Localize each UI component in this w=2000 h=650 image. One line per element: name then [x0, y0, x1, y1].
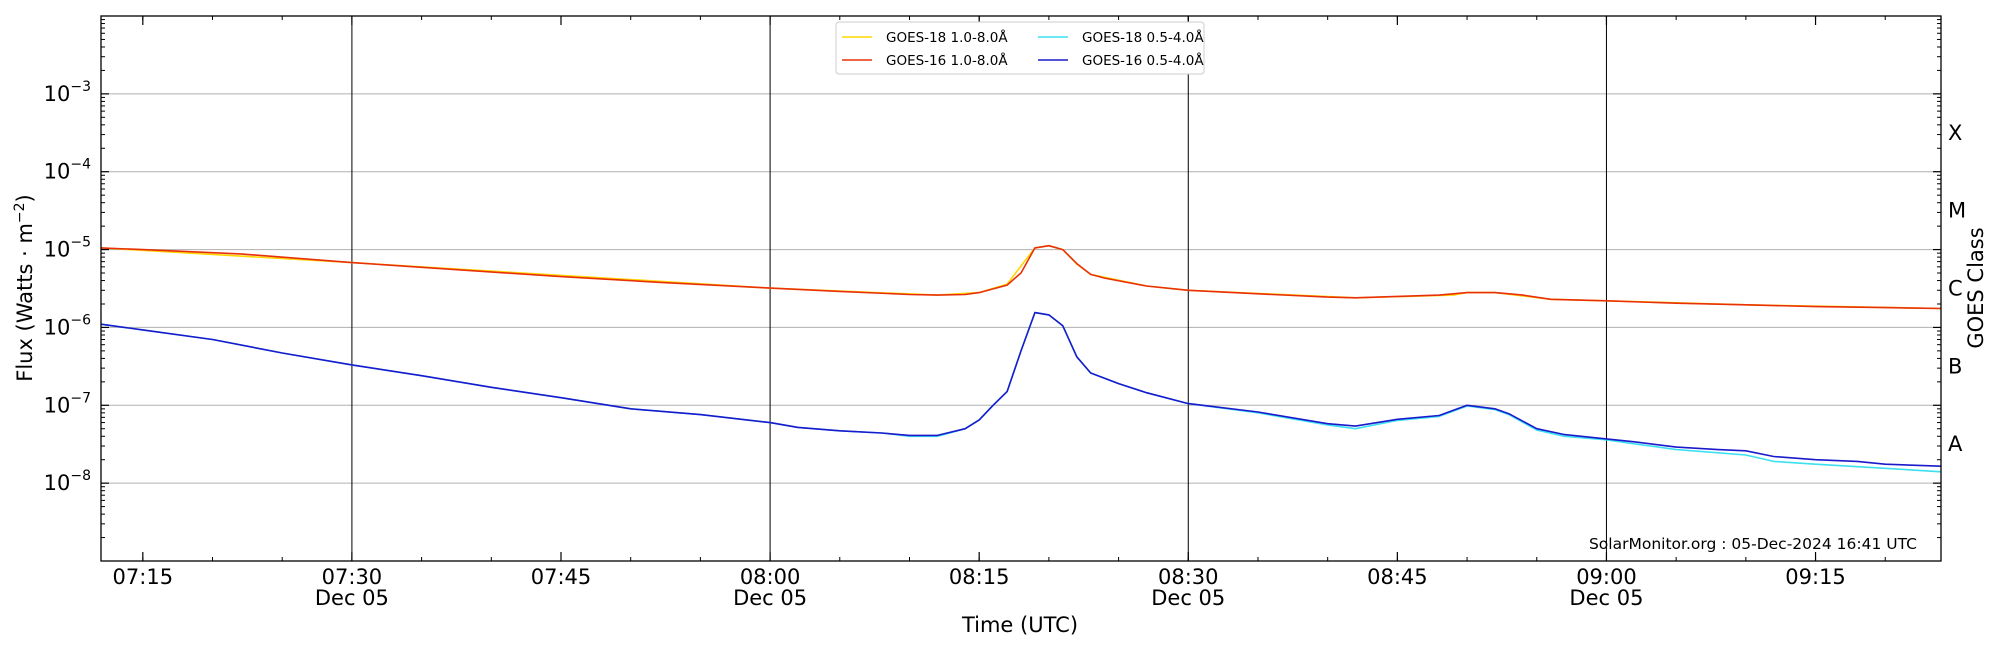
x-tick-date-label: Dec 05 [1569, 586, 1643, 610]
y-tick-power: −5 [70, 235, 91, 251]
legend-label: GOES-18 1.0-8.0Å [886, 29, 1008, 46]
y-tick-label: 10−3 [44, 79, 91, 106]
x-tick-label: 09:15 [1785, 565, 1846, 589]
y-tick-base: 10 [44, 160, 71, 184]
y-tick-label: 10−4 [44, 157, 91, 184]
legend-label: GOES-16 1.0-8.0Å [886, 52, 1008, 69]
y-tick-base: 10 [44, 315, 71, 339]
y-axis-title: Flux (Watts · m−2) [12, 194, 37, 382]
legend-box [835, 21, 1205, 75]
y-tick-label: 10−5 [44, 235, 91, 262]
x-tick-date-label: Dec 05 [733, 586, 807, 610]
x-tick-label: 09:00 [1576, 565, 1637, 589]
goes-class-label: A [1948, 432, 1963, 456]
y-tick-base: 10 [44, 471, 71, 495]
y-axis-title-close: ) [13, 194, 37, 202]
grid-lines [101, 16, 1941, 561]
y-axis-title-main: Flux (Watts · m [13, 223, 37, 382]
y-tick-power: −7 [70, 390, 91, 406]
right-axis-title: GOES Class [1964, 227, 1988, 348]
y-tick-power: −4 [70, 157, 91, 173]
x-tick-label: 08:00 [740, 565, 801, 589]
y-tick-label: 10−7 [44, 390, 91, 417]
y-tick-base: 10 [44, 82, 71, 106]
y-tick-base: 10 [44, 238, 71, 262]
credit-text: SolarMonitor.org : 05-Dec-2024 16:41 UTC [1589, 535, 1917, 553]
series-line-3 [100, 311, 1942, 467]
x-tick-date-label: Dec 05 [1151, 586, 1225, 610]
legend: GOES-18 1.0-8.0Å GOES-18 0.5-4.0Å GOES-16 … [835, 21, 1205, 75]
x-tick-label: 07:15 [113, 565, 174, 589]
x-axis-title: Time (UTC) [961, 613, 1078, 637]
goes-class-label: X [1948, 121, 1962, 145]
y-tick-power: −8 [70, 468, 91, 484]
series-line-1 [100, 244, 1942, 310]
goes-class-label: B [1948, 354, 1962, 378]
y-tick-label: 10−6 [44, 312, 91, 339]
y-tick-label: 10−8 [44, 468, 91, 495]
x-tick-label: 08:30 [1158, 565, 1219, 589]
y-tick-base: 10 [44, 393, 71, 417]
series-lines [100, 244, 1942, 473]
y-tick-power: −3 [70, 79, 91, 95]
goes-class-label: M [1948, 199, 1966, 223]
plot-frame [100, 15, 1942, 562]
legend-label: GOES-16 0.5-4.0Å [1082, 52, 1204, 69]
goes-class-label: C [1948, 277, 1963, 301]
legend-label: GOES-18 0.5-4.0Å [1082, 29, 1204, 46]
x-tick-date-label: Dec 05 [315, 586, 389, 610]
y-tick-power: −6 [70, 312, 91, 328]
x-tick-label: 07:30 [322, 565, 383, 589]
y-axis-title-exponent: −2 [12, 202, 28, 223]
x-tick-label: 07:45 [531, 565, 592, 589]
x-tick-label: 08:15 [949, 565, 1010, 589]
x-tick-label: 08:45 [1367, 565, 1428, 589]
